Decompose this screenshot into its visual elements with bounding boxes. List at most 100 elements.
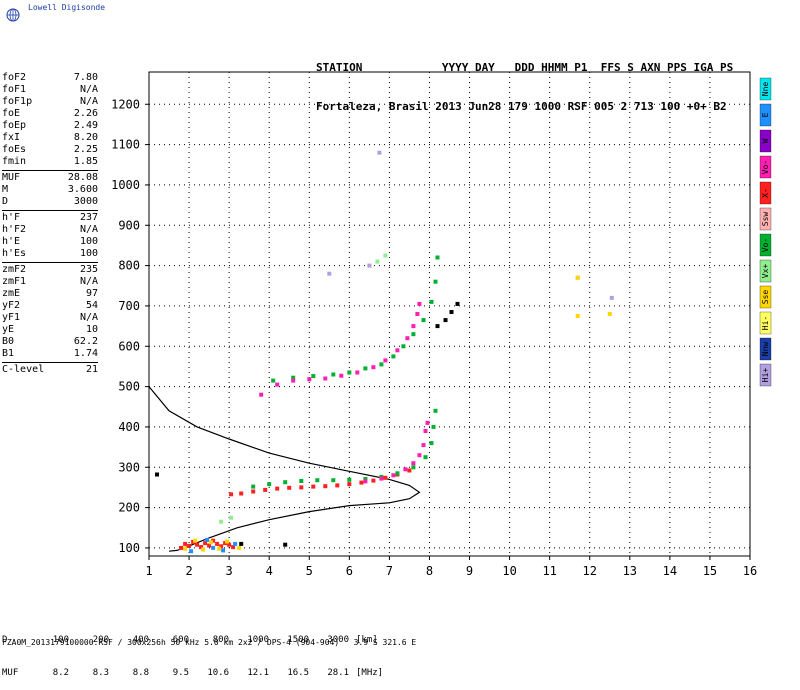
row1-cell: 3000: [327, 635, 349, 645]
x-tick-label: 2: [185, 564, 192, 578]
echo-point: [275, 382, 280, 387]
echo-point: [217, 546, 222, 551]
param-value: 100: [79, 248, 98, 259]
echo-point: [455, 301, 460, 306]
param-name: yF2: [2, 300, 21, 311]
legend-swatch: [759, 233, 772, 257]
echo-point: [347, 477, 352, 482]
echo-point: [379, 362, 384, 367]
param-value: N/A: [79, 312, 98, 323]
echo-point: [229, 515, 234, 520]
row2-cell: 28.1: [327, 668, 349, 678]
echo-point: [433, 279, 438, 284]
param-row: foE 2.26: [2, 108, 98, 120]
param-value: 28.08: [67, 172, 98, 183]
param-separator: [2, 210, 98, 211]
legend-label: W: [761, 138, 770, 143]
param-value: 1.85: [73, 156, 98, 167]
echo-point: [421, 318, 426, 323]
y-tick-label: 1100: [111, 138, 140, 152]
param-name: zmF2: [2, 264, 27, 275]
echo-point: [375, 259, 380, 264]
echo-point: [231, 545, 236, 550]
legend-label: Nnw: [761, 342, 770, 357]
row2-cell: [MHz]: [356, 668, 384, 678]
echo-point: [239, 491, 244, 496]
scaled-parameters-panel: foF2 7.80 foF1 N/A foF1p N/A foE 2.26 foEp 2.49 fx…: [2, 72, 98, 376]
row1-cell: 100: [52, 635, 69, 645]
echo-point: [415, 312, 420, 316]
station-header: STATION YYYY DAY DDD HHMM P1 FFS S AXN P…: [316, 35, 733, 126]
globe-icon: [6, 8, 20, 22]
muf-table: D 100 200 400 600 800 1000 1500 3000 [km] MUF 8.2 8…: [2, 613, 407, 690]
y-tick-label: 100: [118, 541, 140, 555]
param-row: yF1 N/A: [2, 312, 98, 324]
param-value: 1.74: [73, 348, 98, 359]
echo-point: [307, 377, 312, 382]
param-value: N/A: [79, 84, 98, 95]
echo-point: [347, 482, 352, 487]
x-tick-label: 13: [623, 564, 637, 578]
echo-point: [371, 478, 376, 483]
param-name: h'E: [2, 236, 21, 247]
echo-point: [299, 485, 304, 490]
echo-point: [609, 295, 614, 300]
echo-point: [421, 443, 426, 448]
echo-point: [443, 318, 448, 323]
row2-cell: MUF: [2, 668, 19, 678]
param-name: foF1: [2, 84, 27, 95]
row1-cell: 400: [132, 635, 149, 645]
echo-point: [287, 485, 292, 490]
param-row: MUF 28.08: [2, 172, 98, 184]
param-name: zmF1: [2, 276, 27, 287]
param-name: h'F: [2, 212, 21, 223]
echo-point: [199, 545, 204, 550]
echo-point: [219, 544, 224, 549]
param-row: D 3000: [2, 196, 98, 208]
echo-point: [323, 376, 328, 381]
echo-point: [411, 324, 416, 329]
param-name: foE: [2, 108, 21, 119]
echo-point: [229, 492, 234, 497]
ionogram-chart: 1 2 3 4 5 6 7 8 9 10 11 12 13 14 15 1610020030040050060…: [111, 71, 772, 578]
echo-point: [201, 547, 206, 552]
echo-point: [355, 370, 360, 375]
echo-point: [195, 542, 200, 547]
echo-point: [189, 549, 194, 554]
param-value: N/A: [79, 276, 98, 287]
echo-point: [435, 255, 440, 260]
param-row: h'Es 100: [2, 248, 98, 260]
legend-label: Ssw: [761, 212, 770, 227]
legend-label: Hi+: [761, 368, 770, 383]
legend-swatch: [759, 259, 772, 283]
legend-swatch: [759, 155, 772, 179]
x-tick-label: 14: [663, 564, 677, 578]
echo-point: [179, 545, 184, 550]
legend-swatch: [759, 103, 772, 127]
param-value: 7.80: [73, 72, 98, 83]
echo-point: [211, 545, 216, 550]
echo-point: [193, 538, 198, 543]
x-tick-label: 12: [583, 564, 597, 578]
legend-label: Vo-: [761, 160, 770, 174]
echo-point: [449, 310, 454, 314]
x-tick-label: 10: [502, 564, 516, 578]
param-row: yE 10: [2, 324, 98, 336]
row2-cell: 16.5: [287, 668, 309, 678]
density-profile-line: [148, 386, 421, 552]
echo-point: [339, 373, 344, 378]
param-name: foF1p: [2, 96, 33, 107]
param-separator: [2, 362, 98, 363]
y-tick-label: 500: [118, 380, 140, 394]
x-tick-label: 16: [743, 564, 757, 578]
param-value: 21: [85, 364, 98, 375]
param-separator: [2, 170, 98, 171]
y-tick-label: 400: [118, 420, 140, 434]
echo-point: [331, 478, 336, 483]
x-tick-label: 15: [703, 564, 717, 578]
echo-point: [187, 543, 192, 548]
echo-point: [209, 540, 214, 545]
param-name: foEs: [2, 144, 27, 155]
echo-point: [227, 542, 232, 547]
header-columns: STATION YYYY DAY DDD HHMM P1 FFS S AXN P…: [316, 61, 734, 74]
